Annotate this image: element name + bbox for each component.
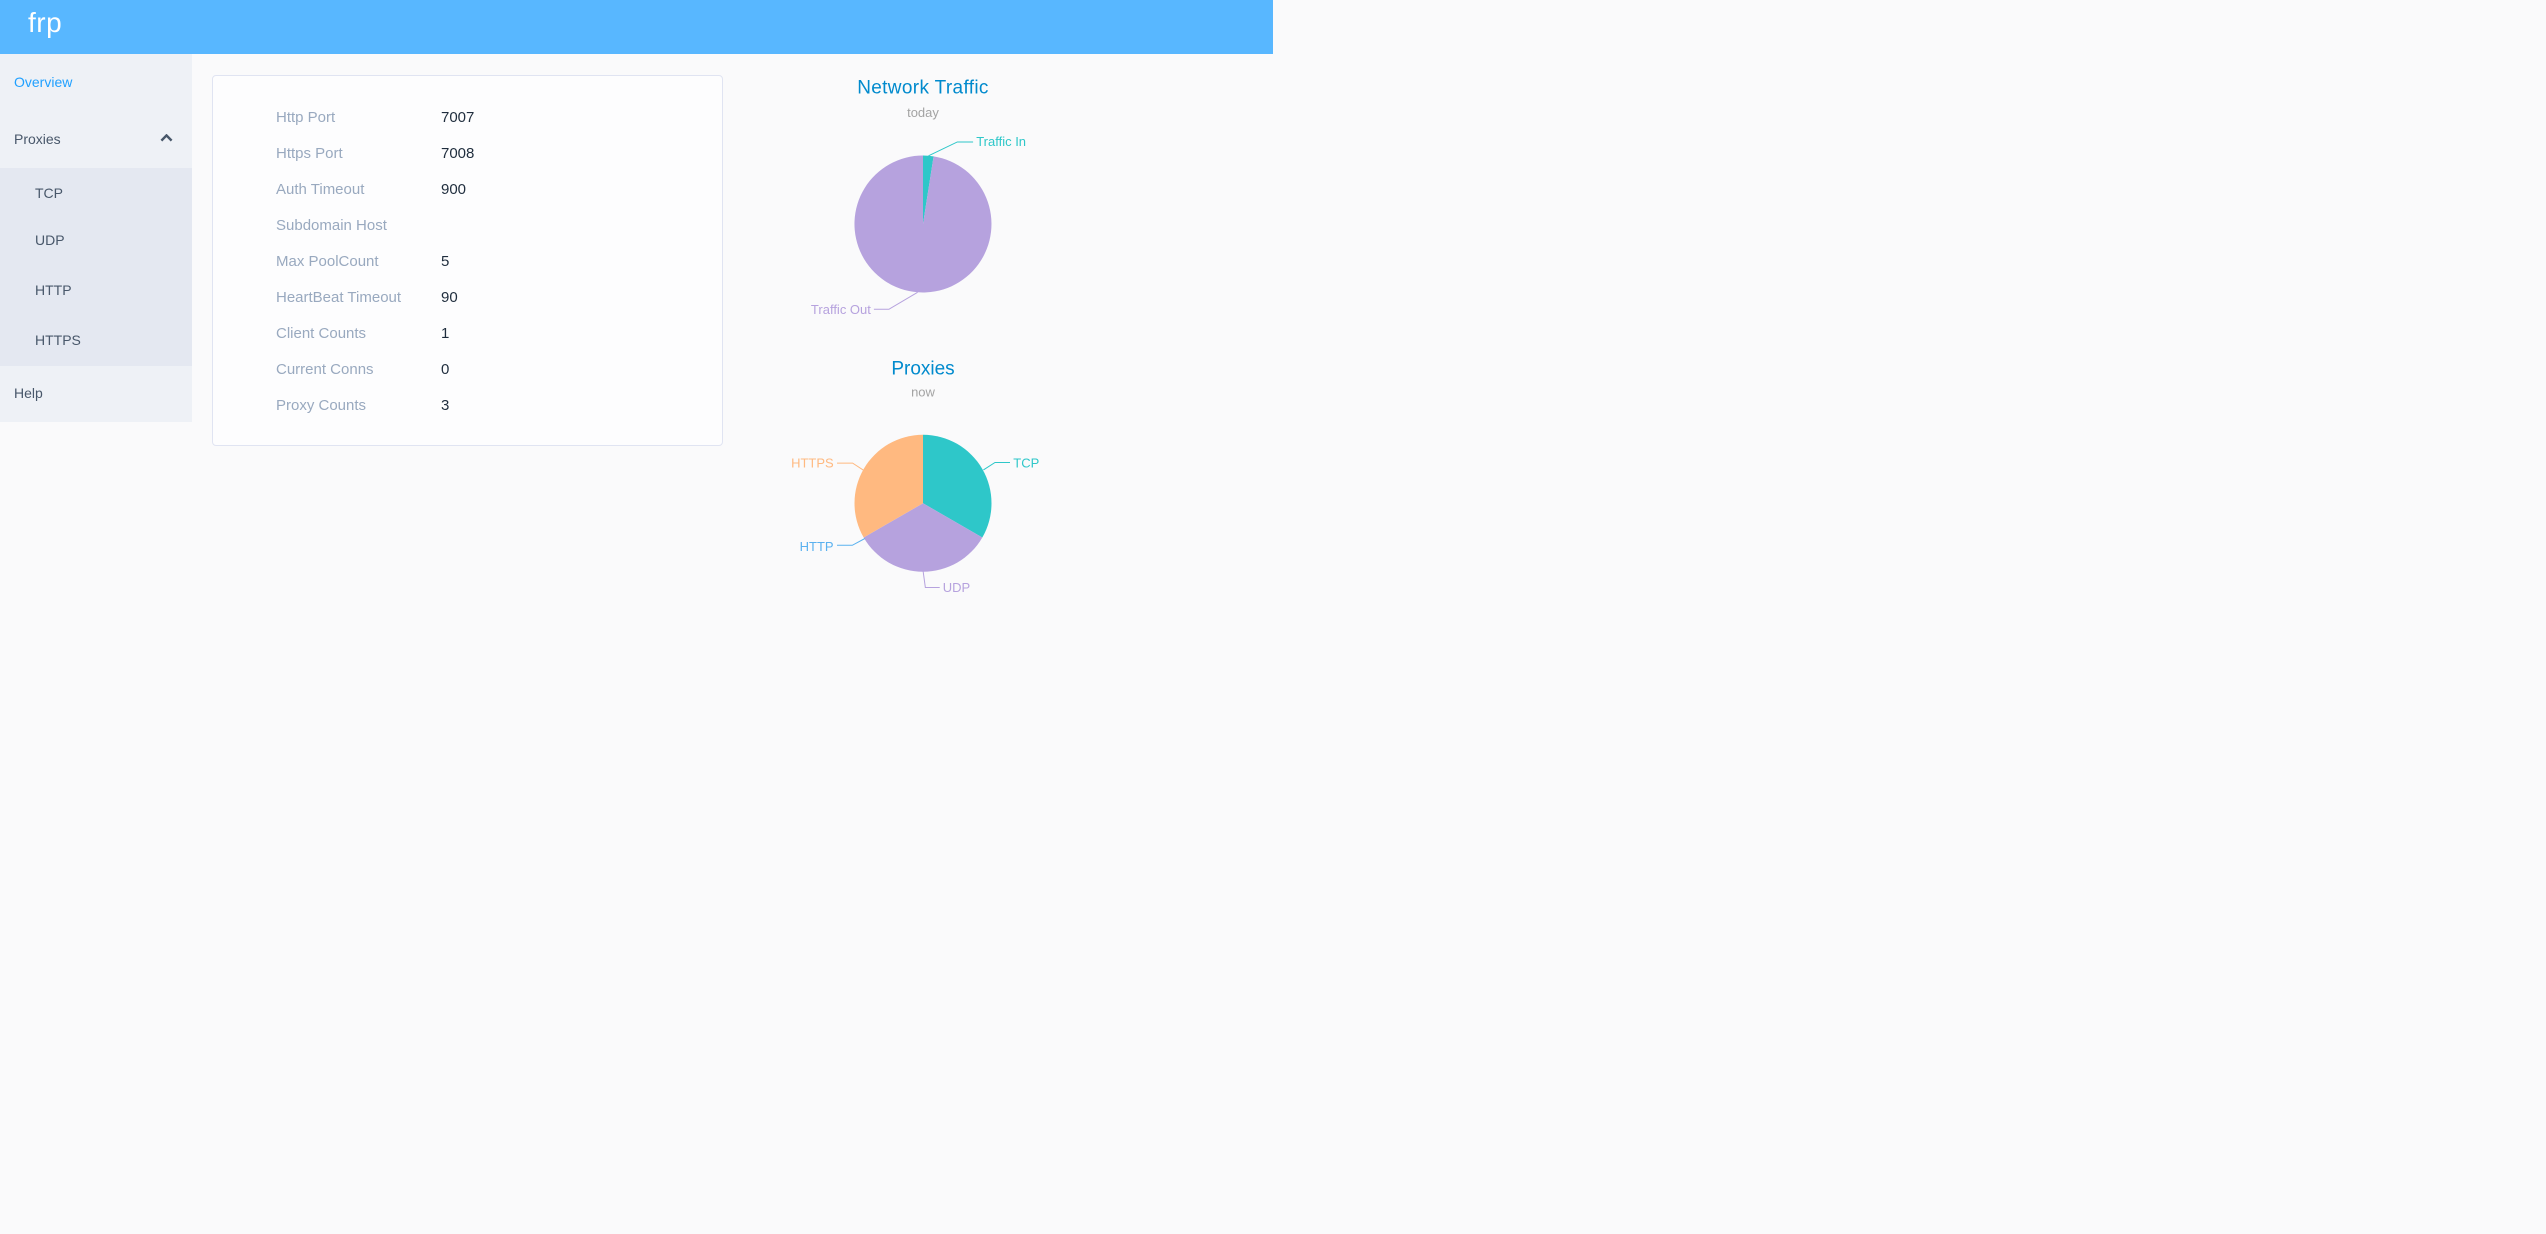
svg-text:UDP: UDP (942, 580, 969, 595)
svg-text:now: now (911, 385, 935, 400)
svg-text:HTTPS: HTTPS (791, 456, 834, 471)
svg-text:HTTP: HTTP (799, 539, 833, 554)
svg-text:Traffic In: Traffic In (976, 134, 1026, 149)
svg-text:Proxies: Proxies (891, 359, 954, 380)
svg-text:today: today (907, 105, 939, 120)
svg-text:Network Traffic: Network Traffic (857, 77, 989, 98)
svg-text:Traffic Out: Traffic Out (810, 302, 870, 317)
svg-text:TCP: TCP (1013, 456, 1039, 471)
